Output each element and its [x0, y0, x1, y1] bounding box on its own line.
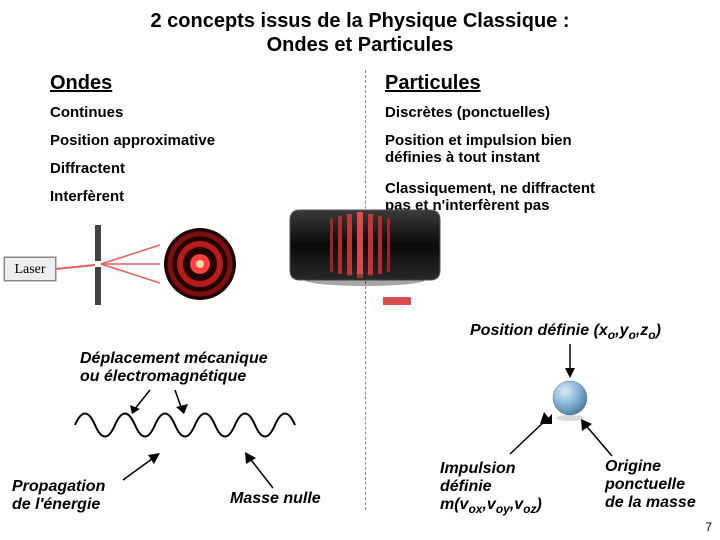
- particules-item-1: Position et impulsion bien définies à to…: [385, 132, 572, 166]
- arrow-origine: [578, 418, 628, 463]
- ondes-item-2: Diffractent: [50, 160, 125, 177]
- impulsion-label: Impulsion définie m(vox,voy,voz): [440, 460, 542, 516]
- page-number: 7: [705, 520, 712, 534]
- propagation-label: Propagation de l'énergie: [12, 478, 105, 514]
- arrow-impulsion: [500, 416, 560, 461]
- arrows-deplacement: [120, 388, 240, 418]
- origine-label: Origine ponctuelle de la masse: [605, 458, 696, 512]
- interference-screen: [280, 190, 450, 290]
- laser-label: Laser: [4, 257, 56, 281]
- arrow-masse: [238, 448, 288, 493]
- deplacement-label: Déplacement mécanique ou électromagnétiq…: [80, 350, 268, 386]
- red-spot: [378, 292, 418, 312]
- position-definie: Position définie (xo,yo,zo): [470, 322, 661, 342]
- arrow-position: [560, 342, 590, 382]
- ondes-item-0: Continues: [50, 104, 123, 121]
- slide-title-line2: Ondes et Particules: [0, 34, 720, 57]
- particules-item-0: Discrètes (ponctuelles): [385, 104, 550, 121]
- column-divider: [365, 70, 366, 510]
- particules-heading: Particules: [385, 72, 481, 95]
- arrow-propagation: [118, 450, 168, 485]
- ondes-heading: Ondes: [50, 72, 112, 95]
- slide-title-line1: 2 concepts issus de la Physique Classiqu…: [0, 10, 720, 33]
- ondes-item-1: Position approximative: [50, 132, 215, 149]
- ondes-item-3: Interfèrent: [50, 188, 124, 205]
